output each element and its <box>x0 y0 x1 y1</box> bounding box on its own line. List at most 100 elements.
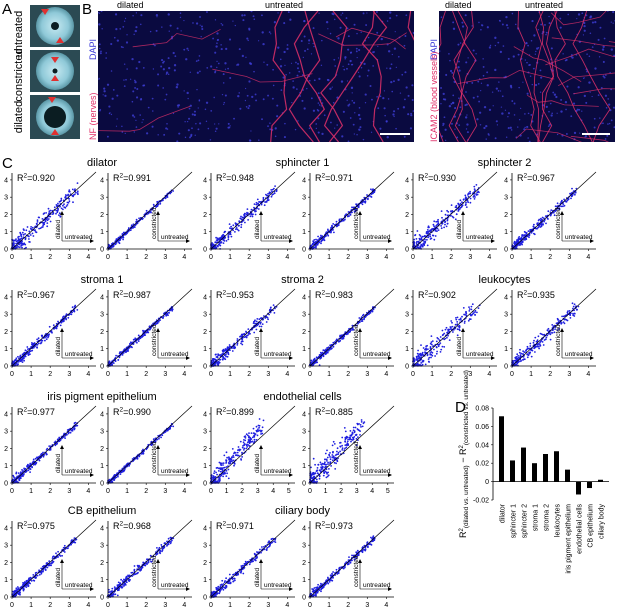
scatter-point <box>211 243 214 246</box>
nucleus-dot <box>485 138 487 140</box>
nucleus-dot <box>195 22 199 25</box>
nucleus-dot <box>183 48 186 51</box>
scatter-point <box>437 222 440 225</box>
nucleus-dot <box>241 14 244 17</box>
scatter-point <box>48 333 50 336</box>
nucleus-dot <box>196 71 199 74</box>
nucleus-dot <box>584 135 588 138</box>
nucleus-dot <box>131 114 135 117</box>
scatter-point <box>273 312 276 314</box>
nucleus-dot <box>364 93 367 96</box>
scatter-point <box>46 447 49 450</box>
nucleus-dot <box>524 126 526 129</box>
scatter-point <box>461 315 463 318</box>
nucleus-dot <box>318 77 321 80</box>
nucleus-dot <box>272 68 274 71</box>
row-label-dilated: dilated <box>13 101 25 133</box>
scatter-point <box>63 203 65 206</box>
nucleus-dot <box>157 84 160 87</box>
scatter-point <box>28 241 30 243</box>
scatter-point <box>534 351 536 353</box>
scatter-point <box>241 218 243 221</box>
nucleus-dot <box>533 34 536 37</box>
nucleus-dot <box>610 119 613 122</box>
nucleus-dot <box>105 52 108 54</box>
scatter-point <box>417 355 420 358</box>
nucleus-dot <box>346 80 349 82</box>
nucleus-dot <box>466 114 468 116</box>
scatter-point <box>73 428 75 430</box>
nucleus-dot <box>123 63 126 65</box>
scatter-point <box>436 350 438 353</box>
scatter-point <box>245 213 248 216</box>
scatter-point <box>429 342 432 345</box>
fiber-path <box>570 135 609 142</box>
scatter-point <box>560 200 563 203</box>
nucleus-dot <box>380 37 383 41</box>
scatter-point <box>417 247 420 249</box>
fiber-path <box>293 11 326 142</box>
inset-x-label: untreated <box>466 351 494 358</box>
nucleus-dot <box>321 39 323 42</box>
nucleus-dot <box>442 92 445 96</box>
scatter-point <box>240 340 243 343</box>
y-tick-label: 4 <box>4 294 8 301</box>
scatter-point <box>60 199 63 202</box>
scatter-point <box>158 437 160 440</box>
scatter-point <box>227 238 230 241</box>
nucleus-dot <box>442 98 445 101</box>
scatter-point <box>219 354 222 356</box>
nucleus-dot <box>597 38 600 41</box>
nucleus-dot <box>124 132 126 135</box>
x-tick-label: 2 <box>48 488 52 495</box>
scatter-point <box>316 361 319 364</box>
nucleus-dot <box>544 23 546 26</box>
scatter-point <box>249 215 252 218</box>
nucleus-dot <box>451 71 454 74</box>
inset-x-label: untreated <box>161 234 189 241</box>
scatter-point <box>540 225 543 228</box>
nucleus-dot <box>550 47 553 50</box>
nucleus-dot <box>195 123 197 125</box>
nucleus-dot <box>540 76 543 79</box>
scatter-point <box>367 197 369 200</box>
nucleus-dot <box>496 124 499 126</box>
scatter-point <box>234 346 237 349</box>
nucleus-dot <box>149 30 152 33</box>
scatter-point <box>443 346 446 348</box>
b-stain-icam2: ICAM2 (blood vessels) <box>429 51 439 142</box>
nucleus-dot <box>358 75 361 78</box>
scatter-point <box>251 215 254 218</box>
nucleus-dot <box>139 114 142 116</box>
nucleus-dot <box>559 17 562 20</box>
nucleus-dot <box>224 68 227 70</box>
y-tick-label: 0 <box>405 364 409 371</box>
y-tick-label: 0 <box>504 247 508 254</box>
nucleus-dot <box>386 67 388 69</box>
nucleus-dot <box>283 136 286 139</box>
nucleus-dot <box>154 44 156 47</box>
scatter-point <box>76 190 79 193</box>
scatter-point <box>433 220 436 223</box>
nucleus-dot <box>177 104 181 107</box>
y-tick-label: 3 <box>100 195 104 202</box>
scatter-point <box>49 209 52 212</box>
scatter-point <box>129 229 132 232</box>
scatter-point <box>264 317 267 319</box>
scatter-point <box>34 229 37 232</box>
nucleus-dot <box>342 65 344 68</box>
scatter-point <box>15 238 17 241</box>
scatter-point <box>425 347 427 350</box>
y-tick-label: 1 <box>4 463 8 470</box>
nucleus-dot <box>156 16 158 18</box>
nucleus-dot <box>485 124 488 128</box>
y-tick-label: 1 <box>302 346 306 353</box>
scatter-point <box>68 200 71 203</box>
scatter-point <box>543 220 545 223</box>
nucleus-dot <box>165 93 168 96</box>
scatter-point <box>363 318 365 321</box>
scatter-point <box>239 335 241 338</box>
plot-group-title: sphincter 2 <box>478 157 532 169</box>
scatter-point <box>446 218 449 220</box>
scatter-point <box>538 347 540 350</box>
